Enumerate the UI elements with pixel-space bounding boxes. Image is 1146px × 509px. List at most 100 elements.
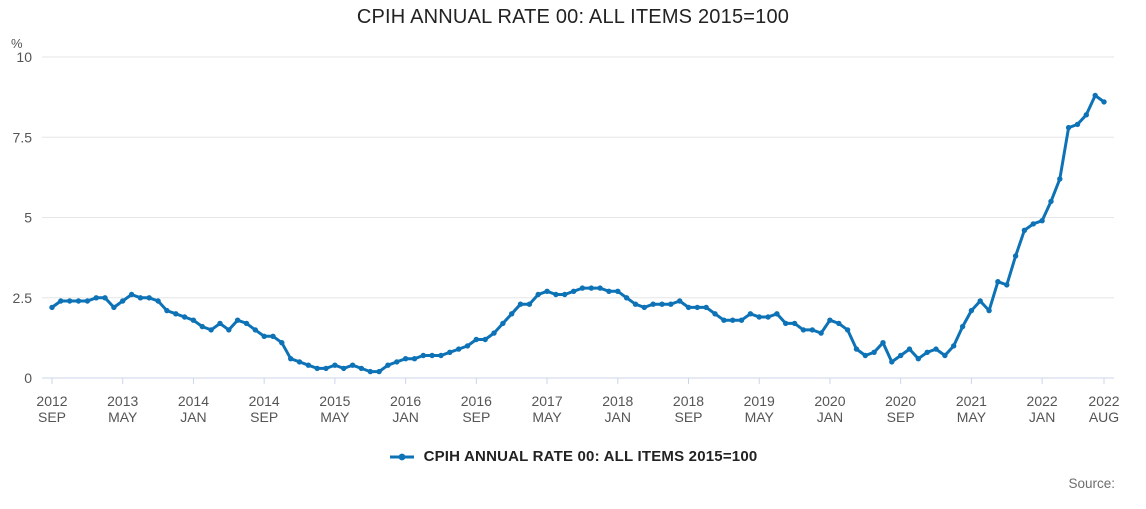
- data-point[interactable]: [102, 295, 108, 301]
- data-point[interactable]: [67, 298, 73, 304]
- data-point[interactable]: [606, 288, 612, 294]
- data-point[interactable]: [906, 346, 913, 352]
- data-point[interactable]: [243, 320, 250, 327]
- data-point[interactable]: [279, 340, 285, 346]
- data-point[interactable]: [730, 317, 736, 323]
- data-point[interactable]: [288, 356, 294, 362]
- data-point[interactable]: [120, 298, 126, 304]
- data-point[interactable]: [544, 288, 550, 294]
- data-point[interactable]: [173, 311, 179, 317]
- data-point[interactable]: [509, 311, 515, 317]
- data-point[interactable]: [986, 307, 992, 314]
- data-point[interactable]: [367, 368, 373, 375]
- data-point[interactable]: [429, 352, 435, 359]
- data-point[interactable]: [721, 317, 727, 323]
- data-point[interactable]: [438, 352, 444, 359]
- data-point[interactable]: [155, 298, 161, 304]
- data-point[interactable]: [685, 304, 692, 311]
- data-point[interactable]: [1004, 282, 1010, 288]
- data-point[interactable]: [977, 298, 983, 304]
- data-point[interactable]: [526, 301, 533, 307]
- data-point[interactable]: [924, 349, 930, 355]
- data-point[interactable]: [349, 362, 356, 368]
- data-point[interactable]: [853, 346, 860, 352]
- data-point[interactable]: [615, 288, 621, 294]
- chart-legend[interactable]: CPIH ANNUAL RATE 00: ALL ITEMS 2015=100: [0, 448, 1146, 465]
- data-point[interactable]: [1101, 99, 1107, 105]
- data-point[interactable]: [385, 362, 391, 368]
- data-point[interactable]: [694, 304, 700, 311]
- data-point[interactable]: [128, 291, 135, 298]
- data-point[interactable]: [791, 320, 798, 327]
- data-point[interactable]: [491, 330, 497, 336]
- data-point[interactable]: [75, 298, 82, 304]
- data-point[interactable]: [323, 365, 329, 372]
- data-point[interactable]: [677, 298, 683, 304]
- data-point[interactable]: [765, 314, 771, 320]
- data-point[interactable]: [1021, 227, 1028, 233]
- data-point[interactable]: [659, 301, 665, 307]
- data-point[interactable]: [632, 301, 639, 307]
- data-point[interactable]: [844, 327, 851, 333]
- data-point[interactable]: [190, 317, 197, 323]
- data-point[interactable]: [1057, 176, 1063, 182]
- data-point[interactable]: [447, 349, 453, 355]
- data-point[interactable]: [898, 352, 904, 359]
- data-point[interactable]: [358, 365, 365, 372]
- data-point[interactable]: [942, 352, 948, 359]
- data-point[interactable]: [234, 317, 241, 323]
- data-point[interactable]: [712, 311, 718, 317]
- data-point[interactable]: [164, 307, 170, 314]
- data-point[interactable]: [553, 291, 559, 298]
- data-point[interactable]: [394, 359, 400, 365]
- data-point[interactable]: [456, 346, 462, 352]
- data-point[interactable]: [58, 298, 64, 304]
- data-point[interactable]: [341, 365, 347, 372]
- data-point[interactable]: [1083, 112, 1090, 118]
- data-point[interactable]: [738, 317, 745, 323]
- data-point[interactable]: [420, 352, 426, 359]
- data-point[interactable]: [951, 343, 957, 349]
- data-point[interactable]: [1074, 121, 1081, 128]
- data-point[interactable]: [668, 301, 674, 307]
- data-point[interactable]: [314, 365, 320, 372]
- data-point[interactable]: [968, 307, 975, 314]
- data-point[interactable]: [252, 327, 258, 333]
- data-point[interactable]: [880, 340, 886, 346]
- data-point[interactable]: [818, 330, 824, 336]
- data-point[interactable]: [500, 320, 506, 327]
- data-point[interactable]: [1039, 218, 1045, 224]
- data-point[interactable]: [261, 333, 267, 339]
- data-point[interactable]: [208, 327, 214, 333]
- data-point[interactable]: [181, 314, 188, 320]
- data-point[interactable]: [473, 336, 479, 343]
- data-point[interactable]: [1030, 221, 1037, 227]
- data-point[interactable]: [49, 304, 55, 311]
- data-point[interactable]: [111, 304, 117, 311]
- data-point[interactable]: [376, 368, 382, 375]
- data-point[interactable]: [1065, 124, 1072, 131]
- data-point[interactable]: [1092, 92, 1098, 99]
- data-point[interactable]: [756, 314, 762, 320]
- data-point[interactable]: [862, 352, 868, 359]
- data-point[interactable]: [411, 356, 418, 362]
- data-point[interactable]: [270, 333, 276, 339]
- data-point[interactable]: [402, 356, 409, 362]
- data-point[interactable]: [1012, 253, 1019, 259]
- data-point[interactable]: [783, 320, 789, 327]
- data-point[interactable]: [597, 285, 603, 291]
- data-point[interactable]: [836, 320, 842, 327]
- data-point[interactable]: [1048, 198, 1054, 205]
- data-point[interactable]: [915, 356, 921, 362]
- data-point[interactable]: [217, 320, 223, 327]
- data-point[interactable]: [226, 327, 232, 333]
- data-point[interactable]: [482, 336, 488, 343]
- data-point[interactable]: [199, 323, 205, 330]
- data-point[interactable]: [650, 301, 656, 307]
- data-point[interactable]: [827, 317, 833, 323]
- data-point[interactable]: [623, 295, 630, 301]
- data-point[interactable]: [800, 327, 807, 333]
- data-point[interactable]: [933, 346, 939, 352]
- data-point[interactable]: [517, 301, 524, 307]
- data-point[interactable]: [535, 291, 541, 298]
